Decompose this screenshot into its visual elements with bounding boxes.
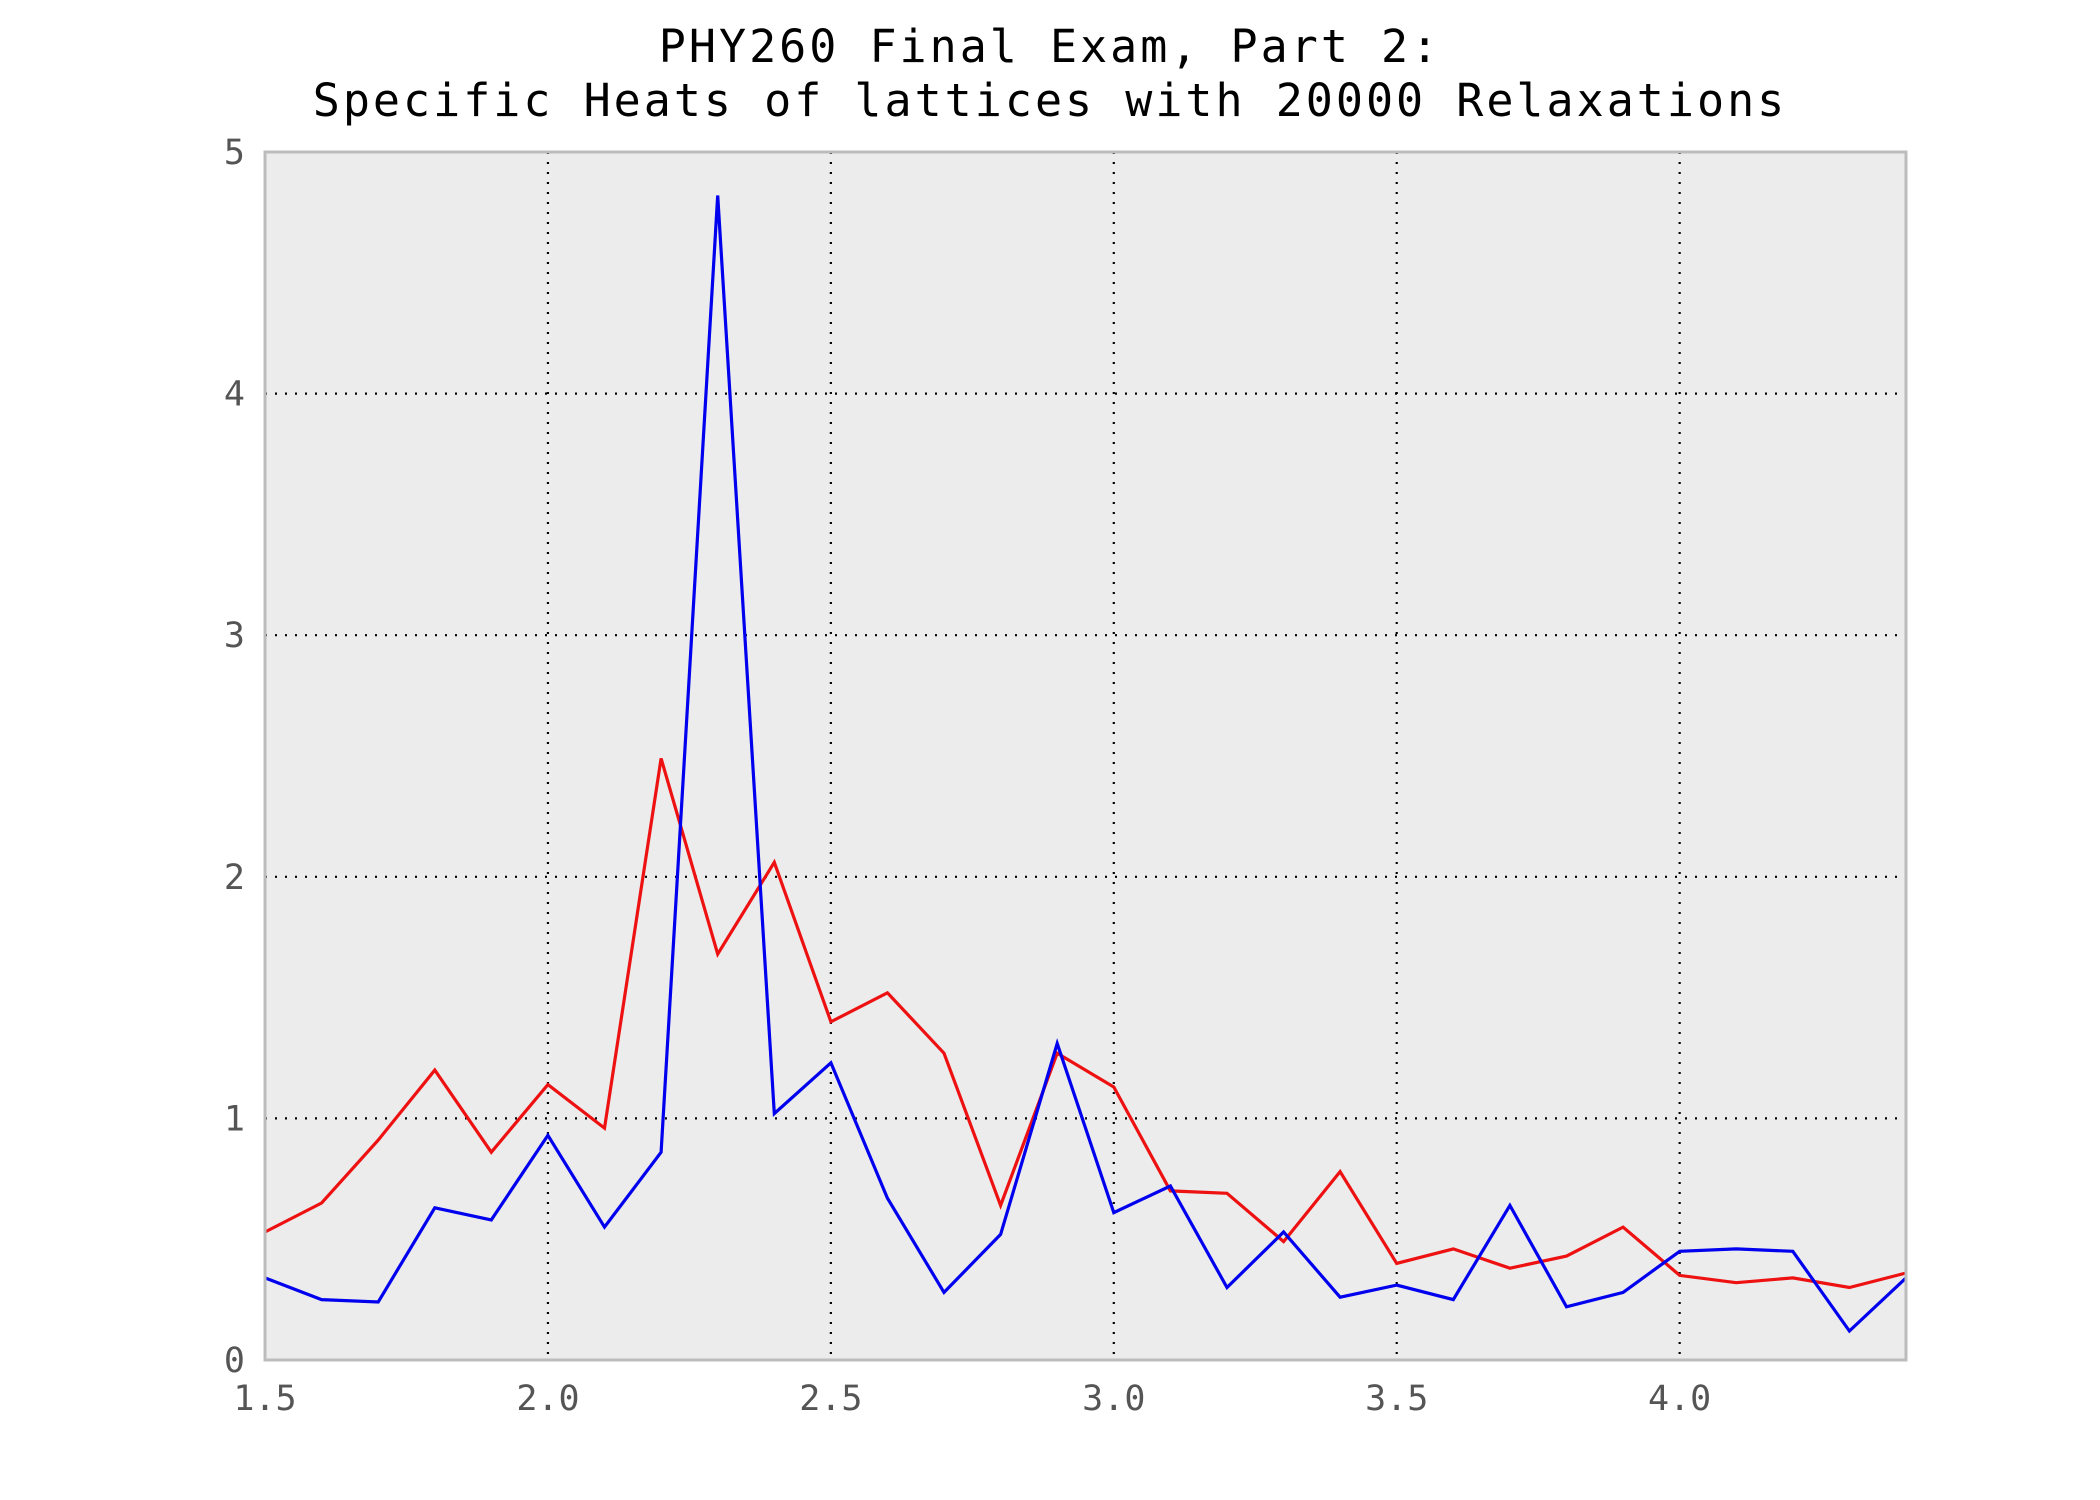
plot-border <box>263 150 1908 1362</box>
y-tick-label: 4 <box>224 375 245 415</box>
chart-title-line-2: Specific Heats of lattices with 20000 Re… <box>313 74 1788 127</box>
y-tick-label: 3 <box>224 616 245 656</box>
x-tick-label: 1.5 <box>233 1379 296 1419</box>
x-tick-label: 2.0 <box>516 1379 579 1419</box>
x-tick-label: 3.5 <box>1365 1379 1428 1419</box>
chart-title-line-1: PHY260 Final Exam, Part 2: <box>659 20 1441 73</box>
y-tick-label: 5 <box>224 133 245 173</box>
grid-lines <box>265 152 1906 1360</box>
y-axis-ticks: 0 1 2 3 4 5 <box>224 133 245 1381</box>
x-tick-label: 4.0 <box>1648 1379 1711 1419</box>
series-line-2 <box>264 195 1908 1334</box>
plot-area <box>265 152 1906 1360</box>
x-axis-ticks: 1.5 2.0 2.5 3.0 3.5 4.0 <box>233 1379 1711 1419</box>
x-tick-label: 2.5 <box>799 1379 862 1419</box>
y-tick-label: 2 <box>224 858 245 898</box>
y-tick-label: 1 <box>224 1099 245 1139</box>
x-tick-label: 3.0 <box>1082 1379 1145 1419</box>
series-line-1 <box>264 757 1907 1290</box>
y-tick-label: 0 <box>224 1341 245 1381</box>
series-lines <box>264 195 1908 1334</box>
